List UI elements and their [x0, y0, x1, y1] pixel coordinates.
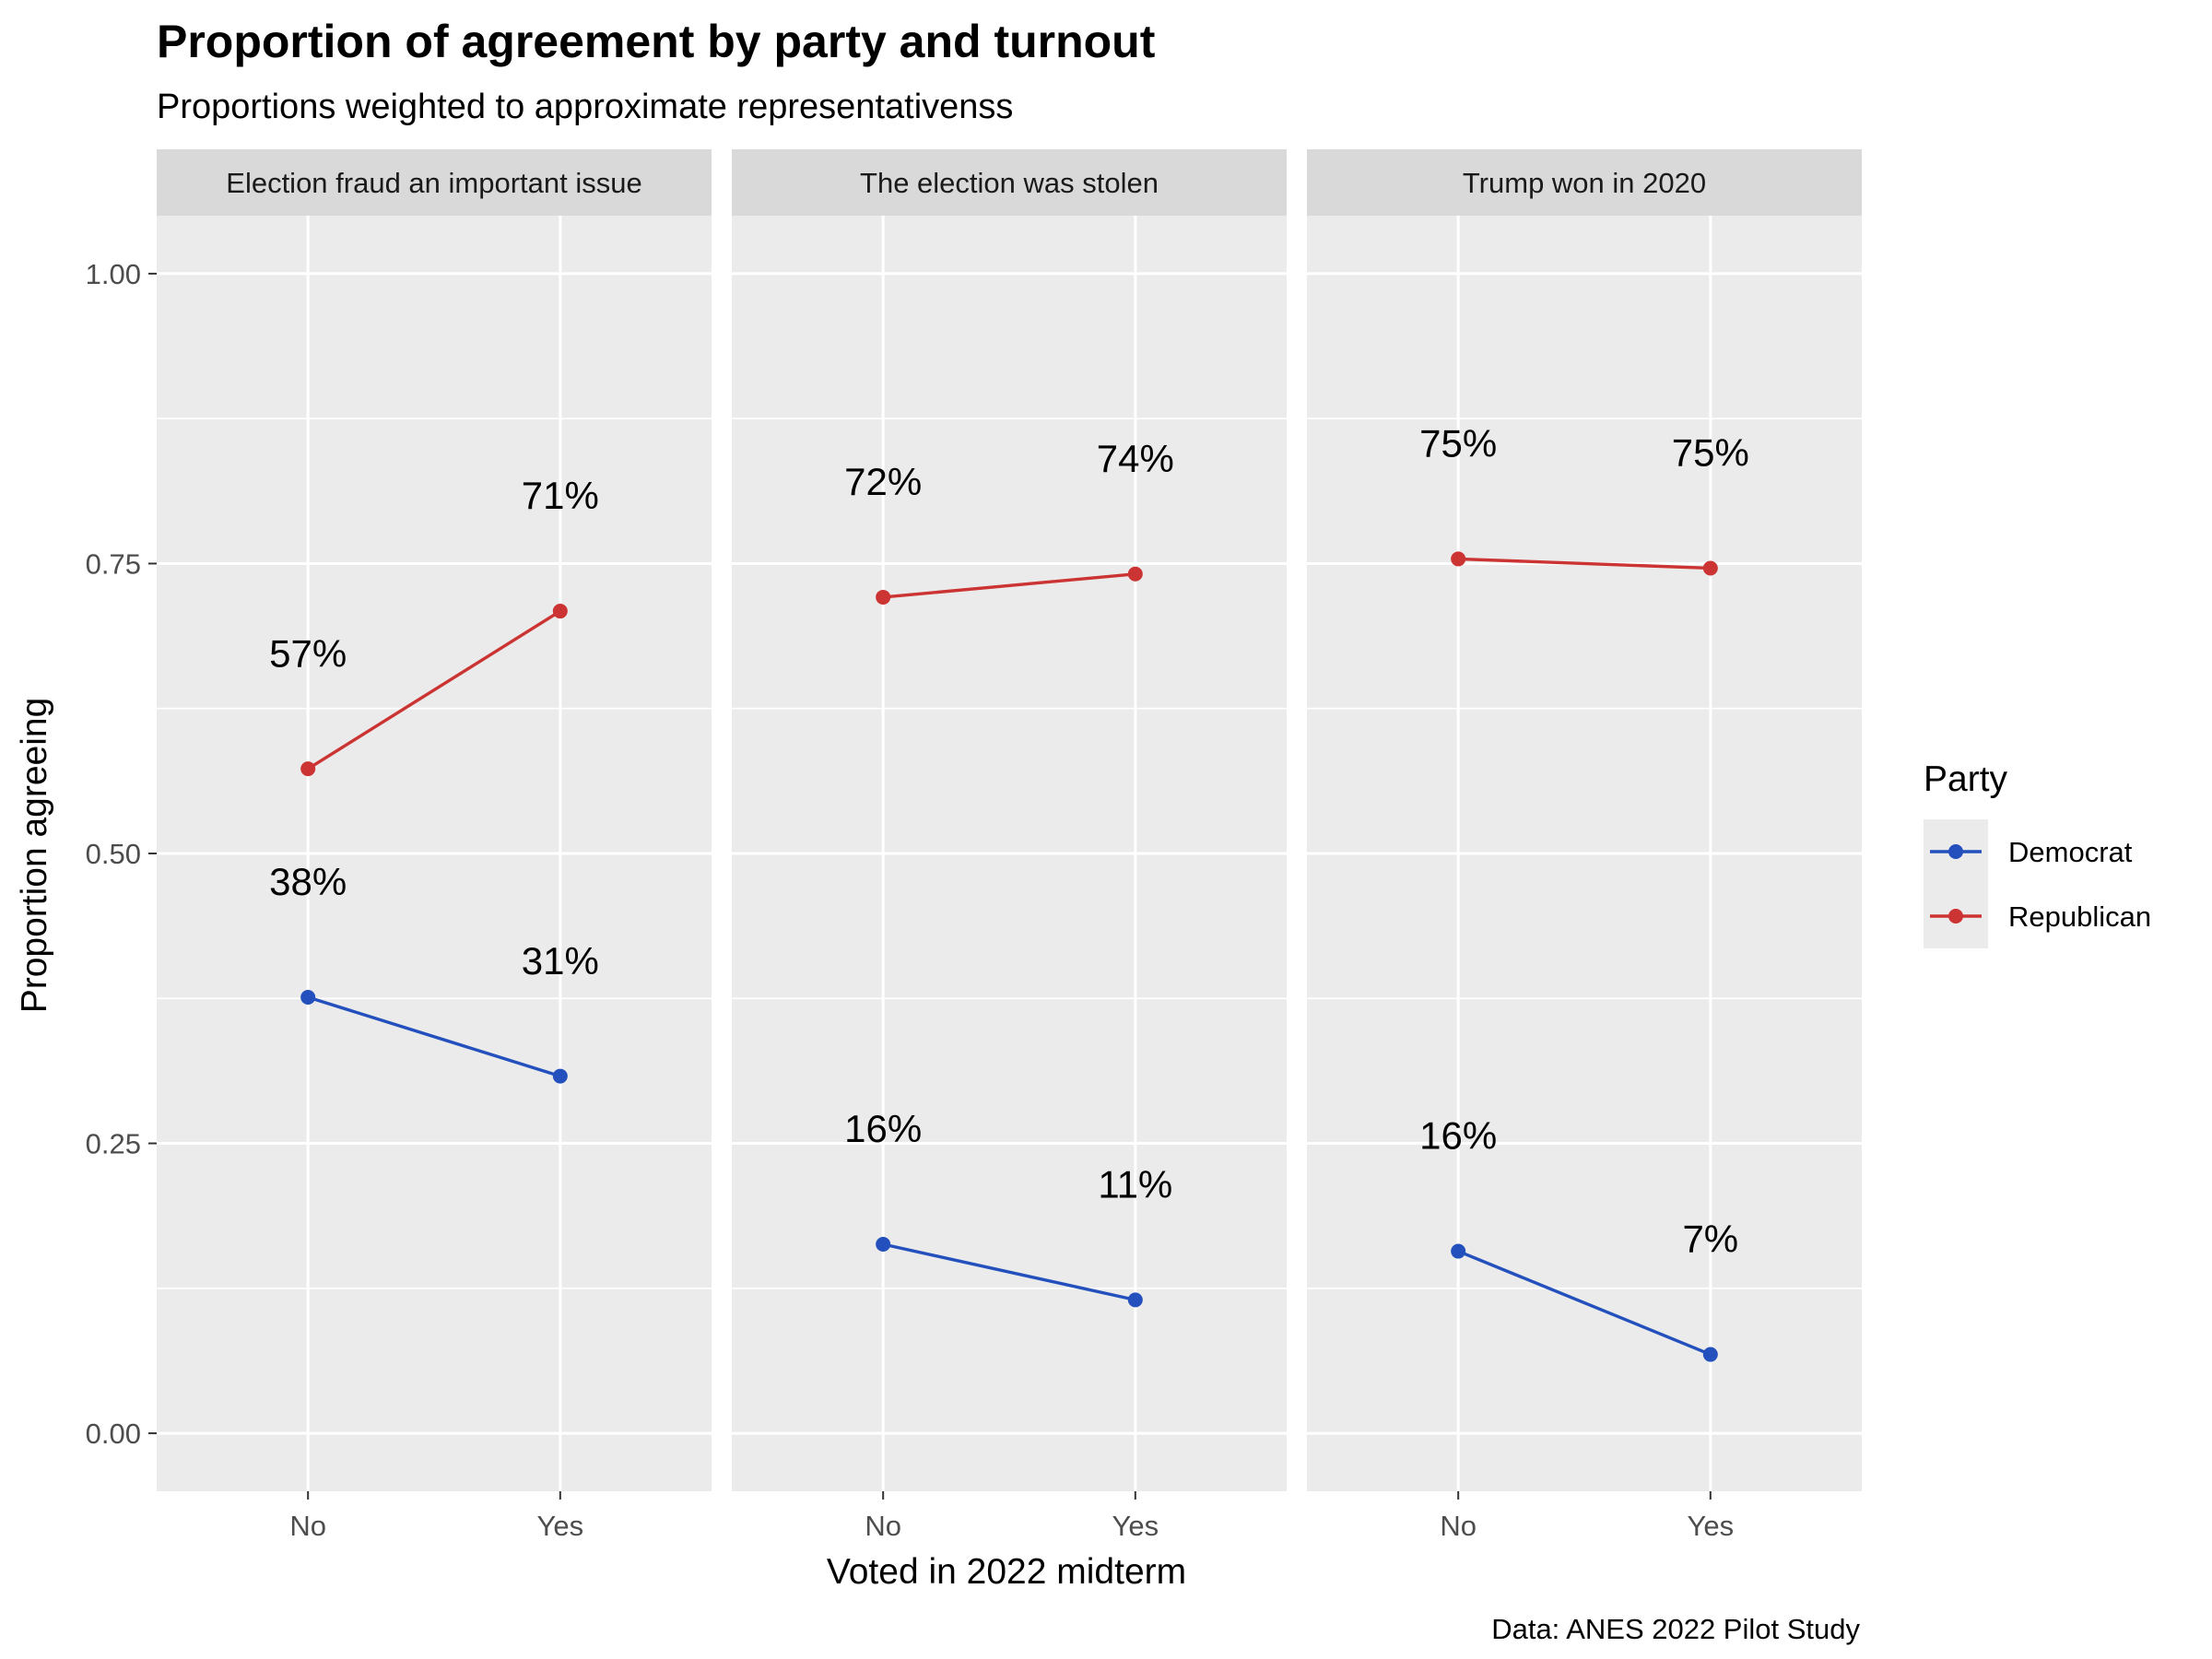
panels-layer: Election fraud an important issue No Yes 38… [157, 149, 1862, 1542]
chart-caption: Data: ANES 2022 Pilot Study [1491, 1613, 1860, 1645]
x-tick-label: No [1440, 1510, 1477, 1542]
data-point-republican [300, 761, 316, 777]
legend-label-republican: Republican [2008, 900, 2151, 933]
series-line-republican [1458, 557, 1711, 571]
y-axis: 0.00 0.25 0.50 0.75 1.00 [86, 258, 157, 1450]
series-line-democrat [307, 995, 561, 1078]
data-label: 74% [1097, 437, 1174, 480]
x-tick-label: Yes [1112, 1510, 1159, 1542]
facet-panel: Trump won in 2020 No Yes 16% 7% 75% 75% [1307, 149, 1862, 1542]
data-point-republican [552, 604, 568, 619]
data-label: 7% [1682, 1218, 1738, 1261]
facet-strip [1307, 149, 1862, 216]
facet-strip [732, 149, 1287, 216]
facet-strip-label: Election fraud an important issue [226, 167, 641, 199]
x-tick-label: Yes [1688, 1510, 1735, 1542]
facet-panel: Election fraud an important issue No Yes 38… [157, 149, 712, 1542]
y-tick-label: 1.00 [86, 258, 141, 290]
data-point-democrat [1127, 1292, 1143, 1308]
data-point-democrat [300, 990, 316, 1006]
data-label: 71% [522, 474, 599, 517]
legend-label-democrat: Democrat [2008, 836, 2133, 868]
y-axis-title: Proportion agreeing [15, 698, 54, 1014]
legend-title: Party [1924, 759, 2008, 799]
y-tick-label: 0.25 [86, 1128, 141, 1160]
series-line-republican [307, 609, 561, 771]
data-point-democrat [876, 1237, 891, 1253]
chart-subtitle: Proportions weighted to approximate repr… [157, 88, 1013, 126]
data-point-republican [1702, 560, 1718, 576]
x-axis-title: Voted in 2022 midterm [827, 1552, 1186, 1592]
data-label: 57% [269, 631, 347, 675]
data-point-democrat [552, 1068, 568, 1084]
data-point-democrat [1451, 1243, 1466, 1259]
series-line-democrat [882, 1242, 1136, 1302]
data-point-democrat [1702, 1347, 1718, 1362]
x-tick-label: Yes [537, 1510, 584, 1542]
y-tick-label: 0.00 [86, 1418, 141, 1450]
chart-title: Proportion of agreement by party and tur… [157, 16, 1156, 67]
data-label: 31% [522, 939, 599, 982]
data-point-republican [876, 589, 891, 605]
legend-key-point [1948, 909, 1963, 924]
legend: Party Democrat Republican [1924, 759, 2151, 948]
data-label: 75% [1419, 422, 1497, 465]
facet-strip-label: Trump won in 2020 [1463, 167, 1706, 199]
data-point-republican [1451, 551, 1466, 567]
facet-strip [157, 149, 712, 216]
legend-key-point [1948, 844, 1963, 859]
y-tick-label: 0.50 [86, 838, 141, 870]
data-label: 75% [1672, 431, 1749, 475]
data-label: 16% [844, 1107, 922, 1150]
series-line-republican [883, 572, 1135, 599]
x-tick-label: No [289, 1510, 326, 1542]
y-tick-label: 0.75 [86, 547, 141, 580]
x-tick-label: No [865, 1510, 901, 1542]
facet-strip-label: The election was stolen [860, 167, 1159, 199]
data-label: 11% [1098, 1163, 1172, 1206]
data-label: 38% [269, 860, 347, 903]
facet-panel: The election was stolen No Yes 16% 11% 72% 74% [732, 149, 1287, 1542]
data-label: 16% [1419, 1114, 1497, 1158]
data-point-republican [1127, 566, 1143, 582]
data-label: 72% [844, 460, 922, 503]
series-line-democrat [1457, 1249, 1712, 1357]
